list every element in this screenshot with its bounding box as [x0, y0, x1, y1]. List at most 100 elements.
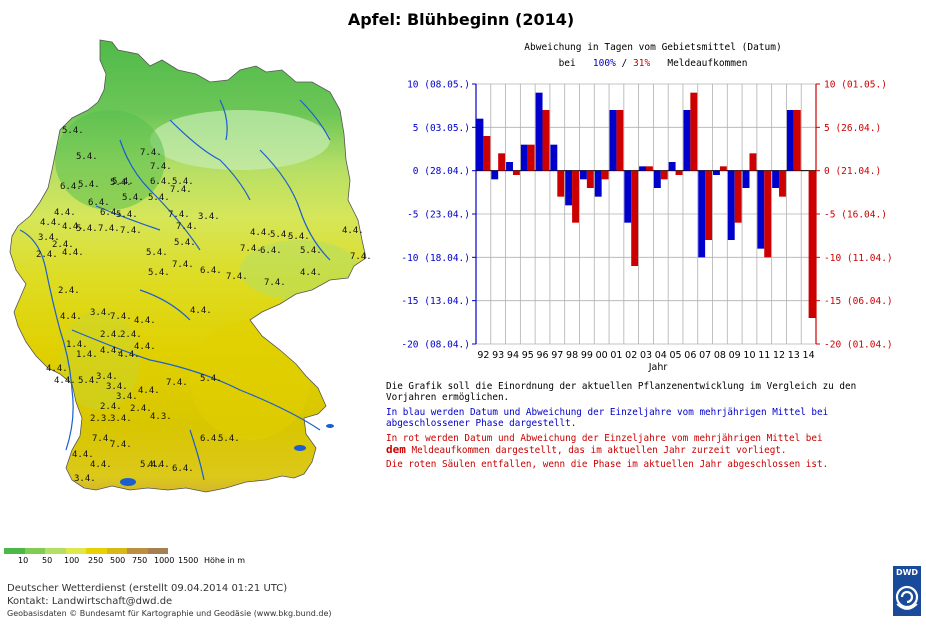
- bar-blue: [727, 170, 735, 240]
- x-tick-label: 92: [477, 350, 489, 361]
- description-p4: Die roten Säulen entfallen, wenn die Pha…: [386, 459, 829, 470]
- map-label: 4.4.: [138, 386, 160, 396]
- map-label: 6.4.: [200, 434, 222, 444]
- bar-blue: [683, 110, 691, 171]
- map-label: 2.4.: [36, 250, 58, 260]
- x-tick-label: 10: [743, 350, 755, 361]
- bar-blue: [520, 144, 528, 171]
- map-label: 6.4.: [60, 182, 82, 192]
- y-tick-label-left: -10 (18.04.): [401, 253, 470, 264]
- map-label: 7.4.: [110, 312, 132, 322]
- bar-red: [719, 166, 727, 171]
- x-tick-label: 11: [758, 350, 770, 361]
- map-label: 5.4.: [122, 193, 144, 203]
- bar-red: [734, 170, 742, 223]
- bar-blue: [491, 170, 499, 180]
- map-label: 4.4.: [134, 342, 156, 352]
- bar-red: [675, 170, 683, 175]
- map-label: 4.4.: [100, 346, 122, 356]
- legend-tick: 1500: [178, 556, 199, 565]
- chart-heading-red-pct: 31%: [633, 58, 651, 69]
- map-label: 6.4.: [150, 177, 172, 187]
- bar-blue: [639, 166, 646, 171]
- y-tick-label-right: -15 (06.04.): [824, 296, 893, 307]
- map-label: 5.4.: [76, 152, 98, 162]
- map-label: 4.4.: [300, 268, 322, 278]
- map-label: 4.4.: [40, 218, 62, 228]
- bar-blue: [713, 170, 720, 175]
- map-label: 4.4.: [342, 226, 364, 236]
- bar-blue: [594, 170, 602, 197]
- map-label: 7.4.: [140, 148, 162, 158]
- map-svg: [9, 39, 367, 493]
- legend-tick: 1000: [154, 556, 175, 565]
- map-label: 5.4.: [148, 193, 170, 203]
- bar-blue: [579, 170, 587, 180]
- y-tick-label-left: 0 (28.04.): [413, 166, 470, 177]
- x-tick-label: 98: [566, 350, 578, 361]
- legend-swatch: [24, 548, 45, 554]
- map-label: 2.4.: [100, 402, 122, 412]
- map-label: 3.4.: [38, 233, 60, 243]
- map-label: 3.4.: [116, 392, 138, 402]
- x-tick-label: 96: [536, 350, 548, 361]
- legend-swatch: [106, 548, 127, 554]
- bar-blue: [476, 118, 484, 171]
- map-label: 4.4.: [54, 376, 76, 386]
- map-label: 5.4.: [288, 232, 310, 242]
- map-label: 5.4.: [200, 374, 222, 384]
- bar-red: [764, 170, 772, 258]
- x-tick-label: 13: [788, 350, 800, 361]
- bar-red: [557, 170, 565, 197]
- lakes: [120, 424, 334, 486]
- y-tick-label-left: -5 (23.04.): [407, 210, 470, 221]
- bar-blue: [772, 170, 780, 188]
- bar-red: [586, 170, 594, 188]
- bar-blue: [565, 170, 573, 206]
- legend-color-bar: [4, 548, 168, 554]
- x-tick-label: 93: [492, 350, 504, 361]
- bar-blue: [698, 170, 706, 258]
- dwd-swirl-icon: [895, 585, 919, 610]
- map-label: 7.4.: [110, 440, 132, 450]
- map-label: 6.4.: [100, 208, 122, 218]
- map-label: 5.4.: [76, 224, 98, 234]
- chart-heading-suffix: Meldeaufkommen: [667, 58, 748, 69]
- bar-red: [527, 144, 535, 171]
- description-p3c: Meldeaufkommen dargestellt, das im aktue…: [411, 445, 787, 456]
- map-label: 4.4.: [134, 316, 156, 326]
- map-label: 6.4.: [88, 198, 110, 208]
- map-label: 3.4.: [106, 382, 128, 392]
- dwd-logo: DWD: [893, 566, 921, 616]
- map-label: 2.3.: [90, 414, 112, 424]
- y-tick-label-right: -20 (01.04.): [824, 340, 893, 351]
- y-tick-label-left: 10 (08.05.): [407, 80, 470, 91]
- map-label: 4.3.: [150, 412, 172, 422]
- map-label: 7.4.: [120, 226, 142, 236]
- chart-heading-blue-pct: 100%: [592, 58, 616, 69]
- x-tick-label: 99: [581, 350, 593, 361]
- bar-red: [631, 170, 639, 266]
- map-label: 4.4.: [190, 306, 212, 316]
- bar-red: [542, 110, 550, 171]
- map-label: 3.4.: [74, 474, 96, 484]
- description-p1: Die Grafik soll die Einordnung der aktue…: [386, 381, 857, 403]
- map-label: 2.4.: [100, 330, 122, 340]
- map-label: 4.4.: [46, 364, 68, 374]
- x-axis-label: Jahr: [648, 362, 668, 373]
- map-label: 2.4.: [52, 240, 74, 250]
- chart-heading-sep: /: [621, 58, 628, 69]
- map-label: 3.4.: [96, 372, 118, 382]
- legend-tick: 50: [42, 556, 53, 565]
- map-label: 5.4.: [112, 177, 134, 187]
- x-tick-label: 08: [714, 350, 726, 361]
- footer-credit: Deutscher Wetterdienst (erstellt 09.04.2…: [7, 583, 288, 594]
- map-label: 7.4.: [92, 434, 114, 444]
- map-label: 4.4.: [90, 460, 112, 470]
- bar-red: [705, 170, 713, 240]
- map-label: 4.4.: [148, 460, 170, 470]
- map-label: 7.4.: [226, 272, 248, 282]
- map-label: 7.4.: [350, 252, 372, 262]
- chart-heading-prefix: bei: [558, 58, 576, 69]
- map-label: 6.4.: [172, 464, 194, 474]
